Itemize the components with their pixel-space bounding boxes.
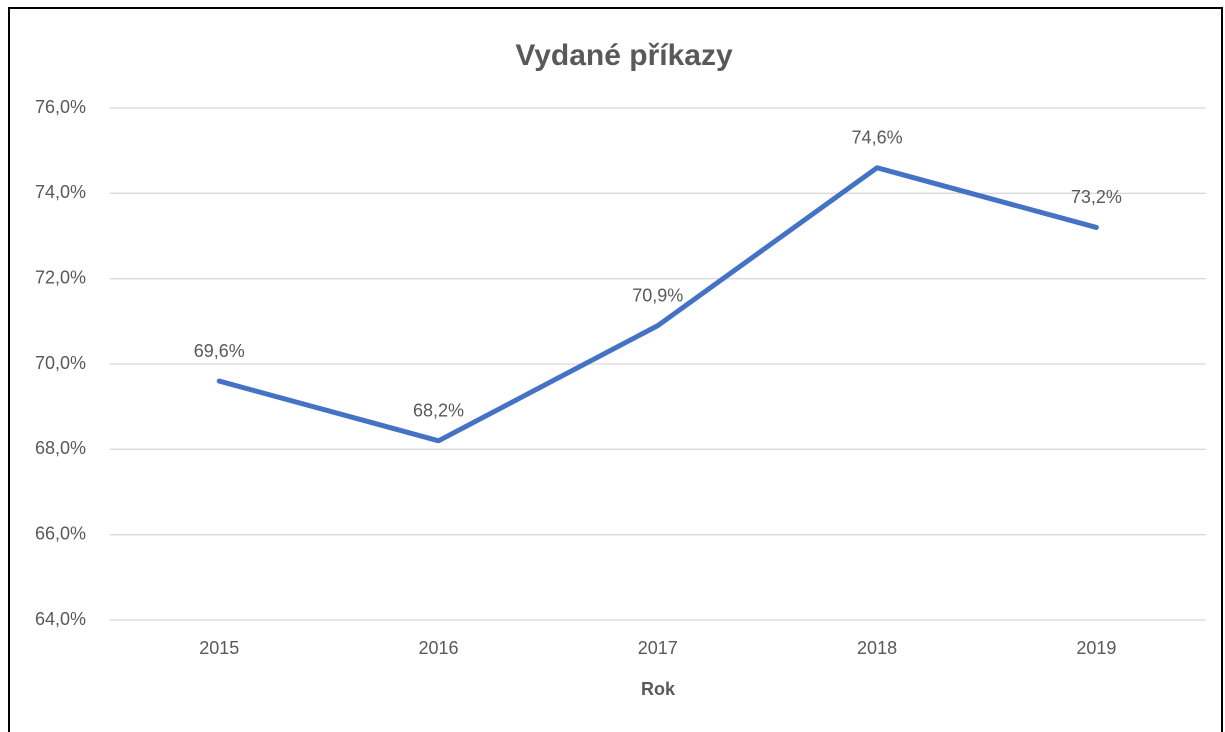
chart-border (8, 7, 1223, 732)
x-tick-label: 2017 (638, 638, 678, 658)
data-label: 70,9% (632, 285, 683, 305)
data-label: 68,2% (413, 401, 464, 421)
y-tick-label: 76,0% (35, 97, 86, 117)
x-tick-label: 2019 (1076, 638, 1116, 658)
chart-title: Vydané příkazy (515, 39, 733, 72)
y-tick-label: 70,0% (35, 353, 86, 373)
y-tick-label: 66,0% (35, 523, 86, 543)
x-tick-label: 2018 (857, 638, 897, 658)
x-tick-label: 2015 (199, 638, 239, 658)
y-tick-label: 72,0% (35, 267, 86, 287)
data-label: 69,6% (194, 341, 245, 361)
line-series (216, 165, 1099, 444)
y-tick-label: 64,0% (35, 609, 86, 629)
x-tick-label: 2016 (418, 638, 458, 658)
data-label: 73,2% (1071, 187, 1122, 207)
x-axis-title: Rok (641, 679, 676, 699)
data-label: 74,6% (852, 127, 903, 147)
y-tick-label: 74,0% (35, 182, 86, 202)
y-tick-label: 68,0% (35, 438, 86, 458)
